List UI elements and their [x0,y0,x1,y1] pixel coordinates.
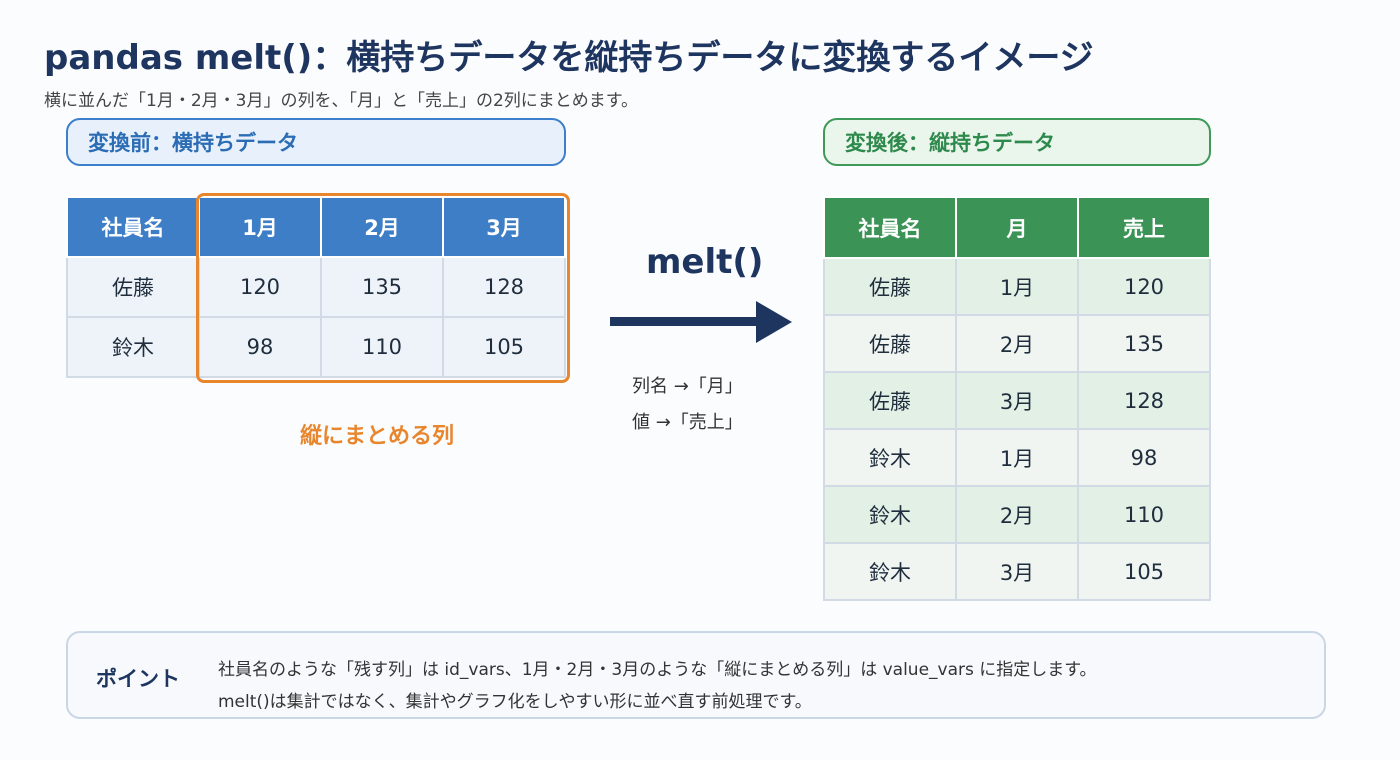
point-box: ポイント 社員名のような「残す列」は id_vars、1月・2月・3月のような「… [66,631,1326,719]
table-cell: 鈴木 [823,428,957,487]
table-cell: 135 [320,256,444,318]
table-row: 鈴木 98 110 105 [66,316,566,378]
table-cell: 2月 [955,485,1079,544]
table-cell: 3月 [955,542,1079,601]
table-cell: 佐藤 [66,256,200,318]
table-cell: 佐藤 [823,371,957,430]
table-cell: 105 [1077,542,1211,601]
table-cell: 120 [1077,257,1211,316]
table-cell: 98 [198,316,322,378]
highlight-label: 縦にまとめる列 [300,424,455,449]
long-header-month: 月 [955,196,1079,259]
value-note: 値 →「売上」 [632,412,743,433]
right-arrow-icon [756,301,792,343]
wide-header-mar: 3月 [442,196,566,258]
table-cell: 1月 [955,257,1079,316]
table-cell: 110 [1077,485,1211,544]
wide-header-jan: 1月 [198,196,322,258]
table-row: 鈴木 1月 98 [823,428,1211,487]
table-cell: 105 [442,316,566,378]
table-cell: 120 [198,256,322,318]
page-subtitle: 横に並んだ「1月・2月・3月」の列を、「月」と「売上」の2列にまとめます。 [44,91,639,111]
table-cell: 鈴木 [823,485,957,544]
table-row: 佐藤 3月 128 [823,371,1211,430]
table-cell: 佐藤 [823,257,957,316]
column-name-note: 列名 →「月」 [632,376,743,397]
table-row: 佐藤 120 135 128 [66,256,566,318]
table-cell: 128 [1077,371,1211,430]
table-cell: 1月 [955,428,1079,487]
table-cell: 128 [442,256,566,318]
table-row: 佐藤 1月 120 [823,257,1211,316]
wide-table: 社員名 1月 2月 3月 佐藤 120 135 128 鈴木 98 110 10… [66,196,566,378]
long-header-sales: 売上 [1077,196,1211,259]
melt-function-label: melt() [646,242,764,282]
wide-table-header-row: 社員名 1月 2月 3月 [66,196,566,258]
wide-header-feb: 2月 [320,196,444,258]
table-row: 佐藤 2月 135 [823,314,1211,373]
table-cell: 98 [1077,428,1211,487]
wide-header-employee: 社員名 [66,196,200,258]
long-table: 社員名 月 売上 佐藤 1月 120 佐藤 2月 135 佐藤 3月 128 鈴… [823,196,1211,601]
transform-arrow-shaft [610,317,760,326]
point-title: ポイント [96,667,180,691]
long-header-employee: 社員名 [823,196,957,259]
table-row: 鈴木 3月 105 [823,542,1211,601]
table-row: 鈴木 2月 110 [823,485,1211,544]
point-text-line-1: 社員名のような「残す列」は id_vars、1月・2月・3月のような「縦にまとめ… [218,660,1097,680]
long-table-header-row: 社員名 月 売上 [823,196,1211,259]
before-section-label: 変換前：横持ちデータ [66,118,566,166]
page-title: pandas melt()：横持ちデータを縦持ちデータに変換するイメージ [44,38,1094,78]
table-cell: 佐藤 [823,314,957,373]
table-cell: 135 [1077,314,1211,373]
table-cell: 鈴木 [823,542,957,601]
after-section-label: 変換後：縦持ちデータ [823,118,1211,166]
table-cell: 鈴木 [66,316,200,378]
table-cell: 2月 [955,314,1079,373]
point-text-line-2: melt()は集計ではなく、集計やグラフ化をしやすい形に並べ直す前処理です。 [218,692,812,712]
table-cell: 110 [320,316,444,378]
table-cell: 3月 [955,371,1079,430]
